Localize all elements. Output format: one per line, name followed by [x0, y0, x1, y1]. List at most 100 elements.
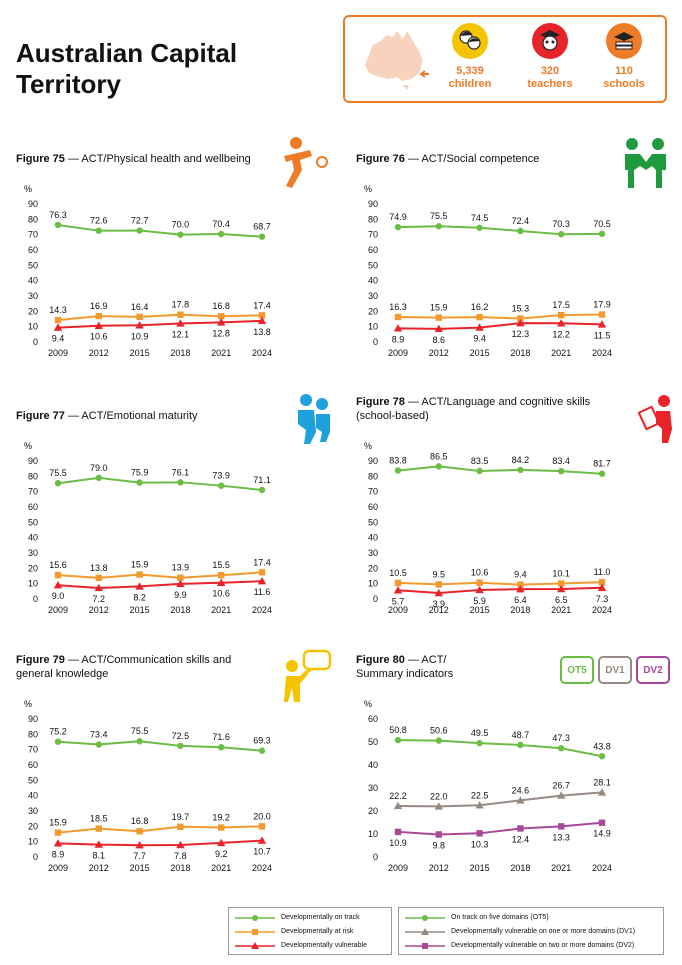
data-point	[434, 588, 443, 597]
data-label: 19.7	[172, 812, 190, 822]
y-tick-label: 50	[28, 260, 38, 270]
y-tick-label: 10	[368, 322, 378, 332]
y-tick-label: 10	[28, 322, 38, 332]
legend-domains: Developmentally on track Developmentally…	[228, 907, 392, 955]
x-tick-label: 2015	[470, 348, 490, 358]
y-tick-label: 30	[28, 291, 38, 301]
data-point	[516, 796, 525, 804]
data-point	[257, 577, 267, 585]
data-point	[517, 466, 524, 474]
data-point	[393, 324, 403, 332]
data-point	[476, 467, 483, 475]
data-label: 13.3	[552, 832, 570, 842]
y-tick-label: 30	[28, 548, 38, 558]
data-label: 20.0	[253, 811, 271, 821]
data-point	[94, 840, 103, 848]
data-label: 81.7	[593, 459, 611, 469]
data-label: 24.6	[512, 785, 530, 795]
data-point	[394, 467, 402, 474]
x-tick-label: 2009	[48, 348, 68, 358]
legend-item-at-risk: Developmentally at risk	[235, 927, 353, 936]
y-tick-label: 10	[368, 579, 378, 589]
data-label: 28.1	[593, 777, 611, 787]
data-point	[176, 579, 185, 588]
y-tick-label: 40	[28, 276, 38, 286]
data-point	[54, 221, 62, 229]
series-line	[57, 319, 263, 329]
y-tick-label: 90	[28, 199, 38, 209]
data-point	[95, 227, 103, 234]
data-point	[476, 224, 483, 231]
data-label: 16.3	[389, 302, 407, 312]
data-label: 11.6	[254, 587, 271, 597]
x-tick-label: 2015	[470, 863, 490, 873]
data-label: 75.5	[430, 211, 448, 221]
data-label: 26.7	[552, 781, 570, 791]
data-label: 70.3	[552, 219, 570, 229]
data-label: 75.5	[131, 726, 149, 736]
data-label: 43.8	[593, 741, 611, 751]
data-point	[434, 802, 443, 810]
x-tick-label: 2024	[252, 863, 272, 873]
y-tick-label: 80	[28, 214, 38, 224]
data-point	[517, 581, 524, 588]
data-point	[393, 801, 403, 810]
x-tick-label: 2015	[470, 605, 490, 615]
data-point	[557, 584, 566, 593]
y-tick-label: 0	[373, 594, 378, 604]
data-point	[557, 791, 566, 799]
data-point	[95, 825, 102, 832]
data-point	[393, 586, 403, 594]
y-tick-label: 70	[28, 745, 38, 755]
data-label: 11.5	[594, 330, 611, 340]
y-tick-label: 20	[368, 806, 378, 816]
data-label: 17.8	[172, 300, 190, 310]
data-label: 18.5	[90, 814, 108, 824]
data-point	[177, 311, 184, 318]
data-label: 6.4	[514, 595, 527, 605]
x-tick-label: 2021	[211, 605, 231, 615]
data-label: 14.3	[49, 305, 67, 315]
data-label: 10.9	[131, 331, 149, 341]
data-point	[558, 311, 565, 319]
x-tick-label: 2018	[170, 863, 190, 873]
language-skills-icon	[638, 395, 672, 443]
data-label: 75.5	[49, 468, 67, 478]
teacher-icon	[532, 23, 568, 59]
data-label: 9.5	[433, 569, 446, 579]
data-point	[218, 824, 225, 831]
x-tick-label: 2009	[48, 863, 68, 873]
stat-schools: 110 schools	[589, 23, 659, 91]
data-point	[597, 320, 607, 328]
physical-health-icon	[284, 137, 328, 188]
data-point	[95, 474, 103, 482]
x-tick-label: 2012	[89, 348, 109, 358]
data-point	[136, 571, 143, 578]
data-label: 72.6	[90, 216, 108, 226]
y-tick-label: 0	[33, 852, 38, 862]
data-point	[53, 323, 63, 331]
data-point	[218, 572, 225, 579]
y-tick-label: 40	[368, 276, 378, 286]
data-label: 8.9	[392, 334, 405, 344]
data-label: 71.1	[253, 475, 271, 485]
x-tick-label: 2015	[130, 605, 150, 615]
x-tick-label: 2021	[211, 348, 231, 358]
x-tick-label: 2012	[89, 863, 109, 873]
data-point	[435, 737, 442, 744]
data-point	[218, 230, 225, 238]
y-tick-label: 30	[28, 806, 38, 816]
series-line	[57, 313, 263, 322]
series-line	[57, 740, 263, 752]
data-label: 7.2	[93, 594, 106, 604]
y-tick-label: 20	[368, 563, 378, 573]
data-point	[218, 744, 225, 751]
x-tick-label: 2018	[170, 348, 190, 358]
data-label: 70.5	[593, 219, 611, 229]
data-point	[177, 823, 184, 830]
page-title: Australian Capital Territory	[16, 38, 238, 99]
data-point	[598, 819, 606, 826]
data-point	[475, 323, 484, 331]
data-label: 79.0	[90, 463, 108, 473]
data-point	[53, 581, 63, 589]
